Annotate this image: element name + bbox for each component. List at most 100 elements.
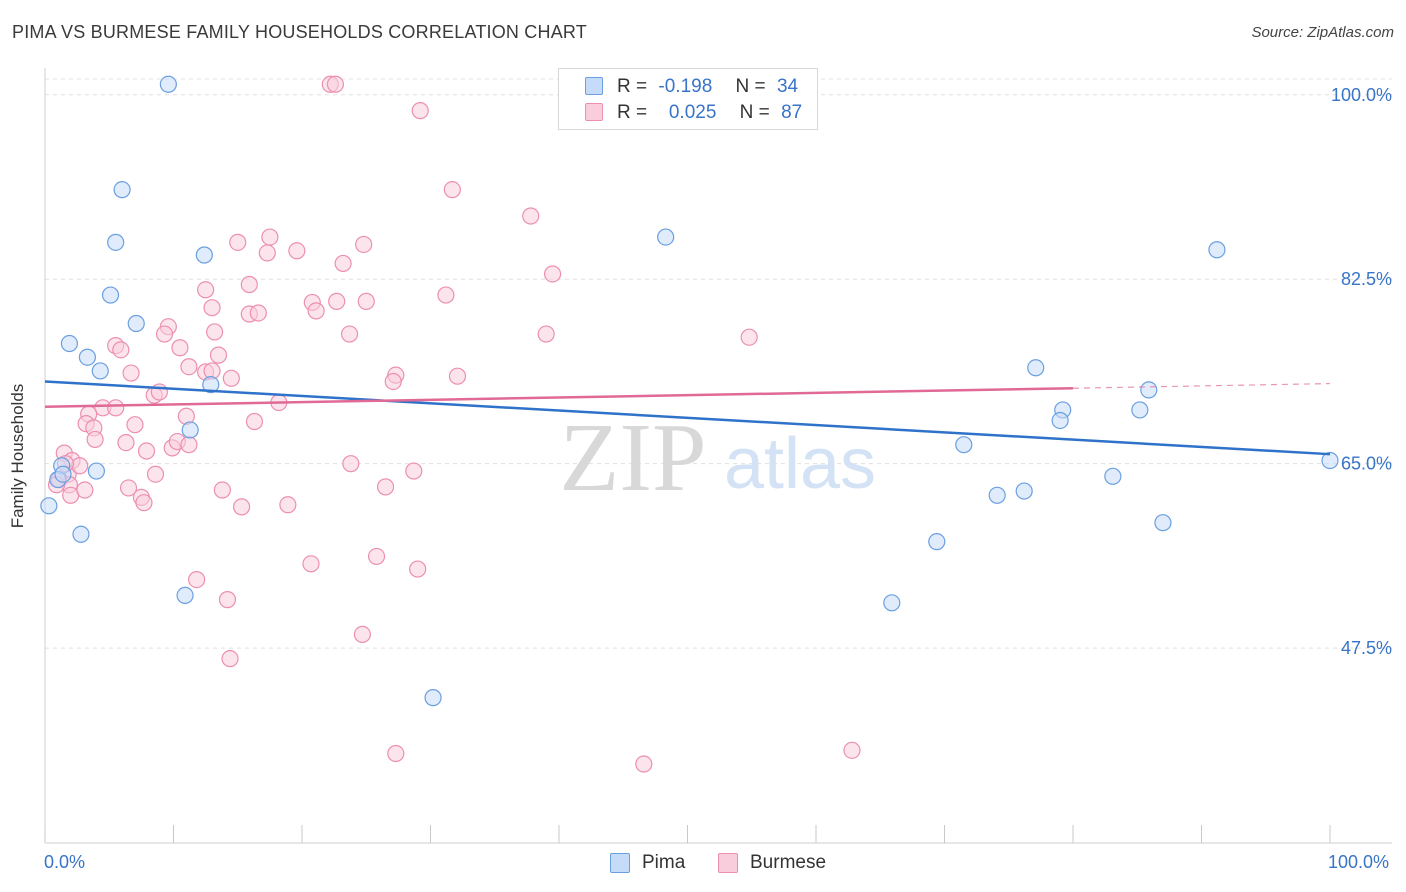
pima-point [1154, 514, 1172, 532]
y-tick-label: 82.5% [1341, 269, 1392, 289]
burmese-point [209, 346, 228, 364]
y-axis-label: Family Households [8, 383, 27, 529]
watermark-atlas: atlas [724, 424, 876, 504]
burmese-point [405, 462, 423, 480]
pima-point [1131, 401, 1149, 419]
burmese-point [326, 75, 345, 93]
pima-point [928, 533, 946, 551]
pima-point [988, 486, 1006, 504]
burmese-point [155, 325, 174, 343]
pima-point [113, 181, 131, 199]
series-legend: Pima Burmese [0, 852, 1406, 878]
burmese-n-value: 87 [781, 102, 803, 123]
axes [44, 68, 1392, 844]
burmese-point [340, 325, 359, 343]
pima-point [1321, 451, 1339, 470]
burmese-point [222, 369, 240, 387]
pima-points [40, 75, 1339, 707]
burmese-point [307, 302, 325, 320]
pima-point [195, 246, 213, 264]
burmese-point [135, 494, 153, 512]
burmese-swatch [585, 103, 603, 121]
burmese-point [249, 304, 267, 322]
burmese-point [543, 265, 562, 283]
burmese-point [126, 416, 144, 434]
burmese-point [180, 436, 198, 454]
burmese-trend-line [44, 386, 1074, 409]
burmese-point [188, 571, 206, 589]
pima-r-value: -0.198 [658, 76, 713, 97]
burmese-point [218, 591, 237, 609]
pima-point [1015, 482, 1033, 500]
burmese-point [203, 299, 221, 317]
burmese-points [47, 75, 861, 773]
x-tick-label-max: 100.0% [1328, 852, 1390, 872]
burmese-point [206, 323, 224, 341]
burmese-point [437, 286, 455, 304]
pima-point [1140, 381, 1158, 399]
x-tick-label-min: 0.0% [44, 852, 86, 872]
pima-point [78, 348, 97, 366]
burmese-point [86, 430, 104, 449]
burmese-point [117, 433, 135, 452]
pima-point [101, 286, 120, 304]
source-label: Source: ZipAtlas.com [1251, 24, 1394, 41]
chart-title: PIMA VS BURMESE FAMILY HOUSEHOLDS CORREL… [12, 22, 587, 42]
burmese-point [76, 481, 94, 499]
burmese-r-label: R = [617, 102, 648, 123]
burmese-point [384, 372, 402, 391]
burmese-point [197, 281, 215, 299]
pima-point [54, 465, 72, 483]
burmese-point [443, 181, 461, 199]
watermark-zip: ZIP [560, 404, 707, 512]
pima-point [955, 436, 973, 454]
burmese-legend-label: Burmese [750, 852, 827, 873]
pima-n-value: 34 [776, 76, 799, 97]
pima-point [1027, 359, 1045, 377]
watermark: ZIP atlas [560, 404, 877, 512]
burmese-point [387, 744, 405, 763]
burmese-point [171, 339, 189, 357]
burmese-point [122, 364, 140, 382]
pima-point [1208, 241, 1226, 259]
pima-point [72, 525, 90, 543]
burmese-point [146, 465, 165, 483]
correlation-legend: R = -0.198 N = 34 R = 0.025 N = 87 [558, 68, 818, 130]
y-tick-labels: 100.0% 82.5% 65.0% 47.5% [1331, 85, 1392, 658]
gridlines [45, 78, 1392, 649]
pima-point [657, 228, 675, 246]
burmese-point [328, 292, 346, 310]
pima-swatch [585, 77, 603, 95]
burmese-trend-extension [1072, 382, 1331, 389]
burmese-point [353, 625, 371, 644]
pima-point [424, 689, 442, 707]
pima-r-label: R = [617, 76, 648, 97]
burmese-point [448, 367, 467, 385]
burmese-point [355, 235, 373, 254]
y-tick-label: 65.0% [1341, 454, 1392, 474]
pima-point [91, 362, 109, 380]
burmese-point [71, 457, 89, 475]
pima-trend-line [44, 380, 1331, 456]
pima-point [107, 233, 125, 251]
burmese-point [367, 547, 386, 566]
pima-point [40, 497, 58, 515]
burmese-point [635, 755, 653, 773]
pima-point [159, 75, 177, 93]
burmese-point [233, 498, 251, 516]
pima-point [127, 314, 145, 333]
burmese-r-value: 0.025 [668, 102, 717, 123]
pima-point [87, 462, 106, 480]
burmese-point [107, 399, 125, 417]
burmese-point [342, 455, 360, 473]
burmese-point [411, 102, 429, 120]
pima-n-label: N = [735, 76, 766, 97]
burmese-point [221, 650, 239, 668]
pima-point [181, 421, 199, 439]
pima-point [1104, 467, 1122, 485]
burmese-point [279, 496, 297, 514]
pima-point [883, 594, 901, 612]
y-tick-label: 100.0% [1331, 85, 1392, 105]
y-tick-label: 47.5% [1341, 638, 1392, 658]
burmese-legend-swatch [718, 853, 738, 873]
